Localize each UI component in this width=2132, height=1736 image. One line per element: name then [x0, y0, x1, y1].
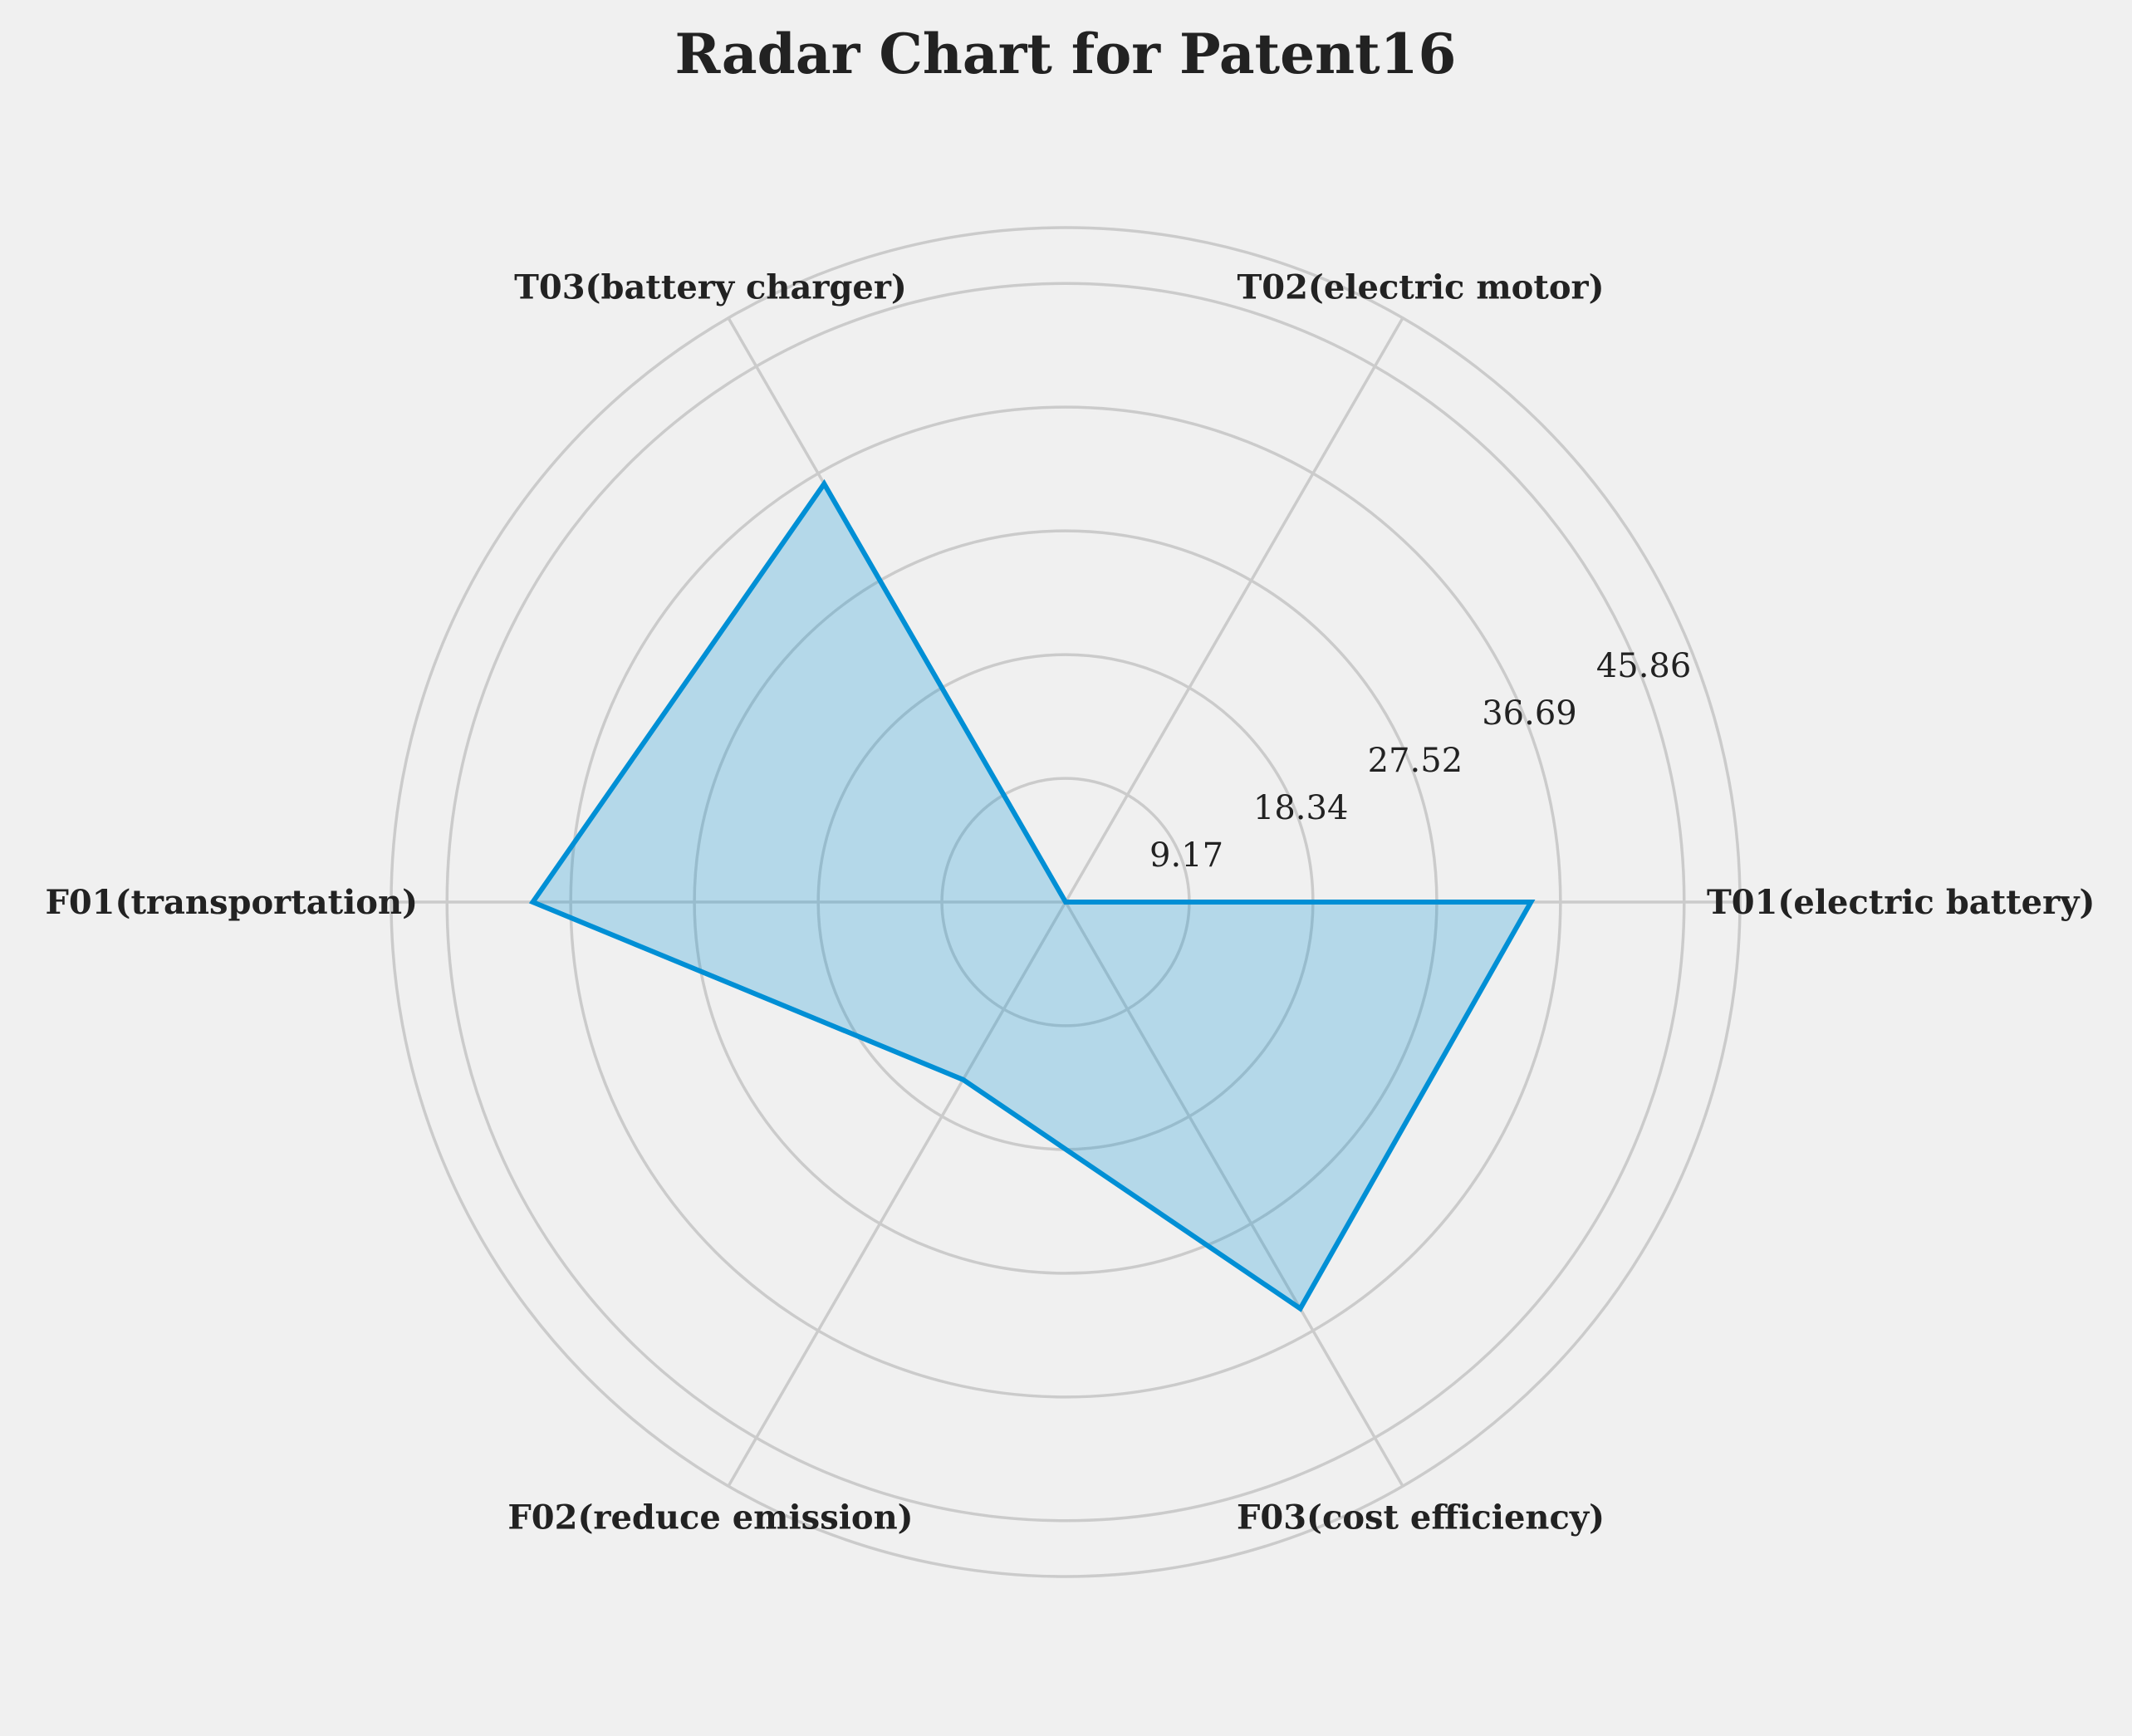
axis-label: F03(cost efficiency) — [1237, 1498, 1605, 1537]
radial-tick-label: 45.86 — [1596, 647, 1692, 685]
axis-label: F02(reduce emission) — [507, 1498, 913, 1537]
axis-label: T02(electric motor) — [1238, 268, 1605, 307]
axis-label: T03(battery charger) — [514, 268, 907, 307]
axis-label: T01(electric battery) — [1707, 883, 2095, 922]
radial-tick-label: 27.52 — [1368, 742, 1463, 780]
axis-label: F01(transportation) — [45, 883, 418, 922]
radial-tick-label: 9.17 — [1149, 836, 1223, 875]
radial-tick-label: 18.34 — [1253, 789, 1349, 827]
chart-title: Radar Chart for Patent16 — [675, 22, 1457, 86]
radial-tick-label: 36.69 — [1482, 694, 1577, 733]
